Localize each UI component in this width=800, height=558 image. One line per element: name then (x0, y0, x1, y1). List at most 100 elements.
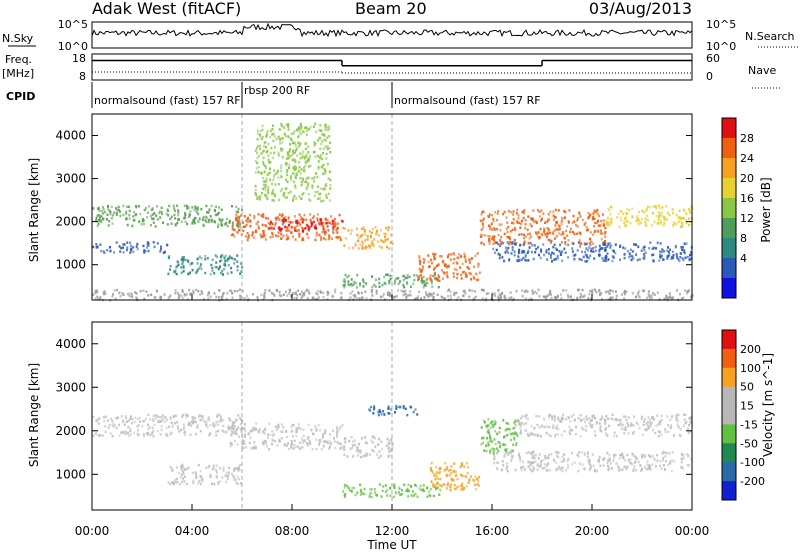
heatmap-band-4 (267, 217, 344, 233)
x-tick-label-6: 00:00 (675, 524, 710, 538)
heatmap-band-7 (417, 252, 481, 283)
colorbar-frame (721, 329, 737, 501)
colorbar-tick-5: -50 (740, 437, 758, 450)
heatmap-band-8 (479, 208, 607, 246)
colorbar-swatch (722, 138, 736, 159)
freq-tick-top: 18 (72, 52, 86, 65)
heatmap-band-0 (92, 413, 244, 438)
heatmap-band-3 (342, 435, 394, 459)
colorbar-swatch (722, 481, 736, 501)
heatmap-band-2 (229, 422, 344, 451)
date-title: 03/Aug/2013 (589, 0, 692, 18)
colorbar-tick-3: 15 (740, 400, 754, 413)
x-tick-label-2: 08:00 (275, 524, 310, 538)
nsky-tick-top: 10^5 (58, 18, 88, 31)
heatmap-band-5 (429, 461, 481, 492)
beam-title: Beam 20 (355, 0, 427, 18)
nsky-trace (91, 22, 693, 44)
heatmap-band-1 (92, 241, 169, 254)
power-ylabel: Slant Range [km] (27, 158, 41, 262)
nsky-tick-bottom: 10^0 (58, 40, 88, 53)
colorbar-swatch (722, 278, 736, 299)
velocity-ylabel: Slant Range [km] (27, 363, 41, 467)
cpid-segment-1: rbsp 200 RF (244, 84, 310, 97)
colorbar-tick-4: 20 (740, 172, 754, 185)
colorbar-frame (721, 117, 737, 299)
colorbar-swatch (722, 218, 736, 239)
heatmap-band-2 (167, 254, 244, 276)
heatmap-band-1 (167, 463, 242, 486)
colorbar-swatch (722, 405, 736, 425)
x-tick-label-3: 12:00 (375, 524, 410, 538)
heatmap-band-0 (92, 204, 243, 229)
heatmap-band-10 (492, 241, 693, 263)
nsearch-tick-bottom: 10^0 (706, 40, 736, 53)
heatmap-band-12 (254, 122, 332, 203)
colorbar-swatch (722, 386, 736, 407)
heatmap-band-9 (605, 204, 694, 229)
colorbar-tick-0: 4 (740, 252, 747, 265)
colorbar-swatch (722, 348, 736, 369)
heatmap-band-6 (342, 273, 444, 289)
heatmap-band-3 (230, 213, 342, 242)
power-panel: 1000 2000 3000 4000 Slant Range [km] 4 8 12 16… (27, 113, 773, 302)
colorbar-swatch (722, 118, 736, 139)
heatmap-band-6 (480, 417, 519, 455)
y-tick-label-2: 3000 (55, 380, 86, 394)
x-tick-label-0: 00:00 (75, 524, 110, 538)
y-tick-label-3: 4000 (55, 337, 86, 351)
nave-tick-bottom: 0 (706, 70, 713, 83)
colorbar-swatch (722, 178, 736, 199)
colorbar-swatch (722, 443, 736, 463)
x-tick-label-1: 04:00 (175, 524, 210, 538)
nsky-line (91, 22, 693, 44)
site-title: Adak West (fitACF) (92, 0, 241, 18)
power-colorbar-label: Power [dB] (759, 177, 773, 242)
x-axis-label: Time UT (366, 538, 417, 552)
colorbar-swatch (722, 367, 736, 388)
y-tick-label-1: 2000 (55, 424, 86, 438)
heatmap-band-7 (518, 413, 693, 438)
freq-panel: Freq. [MHz] 18 8 60 0 Nave (2, 52, 780, 89)
x-tick-label-4: 16:00 (475, 524, 510, 538)
colorbar-tick-2: 12 (740, 212, 754, 225)
heatmap-band-5 (342, 226, 394, 250)
nave-label: Nave (748, 64, 776, 77)
colorbar-swatch (722, 424, 736, 444)
colorbar-tick-1: 8 (740, 232, 747, 245)
velocity-colorbar-label: Velocity [m s^-1] (761, 353, 775, 457)
colorbar-tick-0: 200 (740, 343, 761, 356)
heatmap-band-9 (368, 404, 419, 417)
colorbar-tick-2: 50 (740, 381, 754, 394)
nsky-panel: N.Sky 10^5 10^0 10^5 10^0 N.Search (2, 18, 798, 53)
y-tick-label-0: 1000 (55, 467, 86, 481)
y-tick-label-0: 1000 (55, 258, 86, 272)
colorbar-swatch (722, 238, 736, 259)
colorbar-swatch (722, 198, 736, 219)
colorbar-tick-6: 28 (740, 132, 754, 145)
y-tick-label-3: 4000 (55, 129, 86, 143)
heatmap-band-4 (342, 483, 441, 499)
y-tick-label-2: 3000 (55, 172, 86, 186)
colorbar-swatch (722, 330, 736, 350)
x-tick-label-5: 20:00 (575, 524, 610, 538)
cpid-segment-0: normalsound (fast) 157 RF (94, 94, 241, 107)
nsearch-label: N.Search (745, 30, 795, 43)
freq-label: Freq. (5, 53, 32, 66)
colorbar-tick-3: 16 (740, 192, 754, 205)
cpid-segment-2: normalsound (fast) 157 RF (394, 94, 541, 107)
nsearch-tick-top: 10^5 (706, 18, 736, 31)
nave-tick-top: 60 (706, 52, 720, 65)
velocity-panel: 1000 2000 3000 4000 Slant Range [km] 200 100… (27, 321, 775, 511)
freq-tick-bottom: 8 (79, 70, 86, 83)
colorbar-swatch (722, 258, 736, 279)
colorbar-tick-4: -15 (740, 418, 758, 431)
colorbar-tick-5: 24 (740, 152, 754, 165)
cpid-label: CPID (6, 90, 35, 103)
y-tick-label-1: 2000 (55, 215, 86, 229)
freq-unit: [MHz] (2, 67, 34, 80)
colorbar-swatch (722, 462, 736, 482)
colorbar-tick-6: -100 (740, 456, 765, 469)
